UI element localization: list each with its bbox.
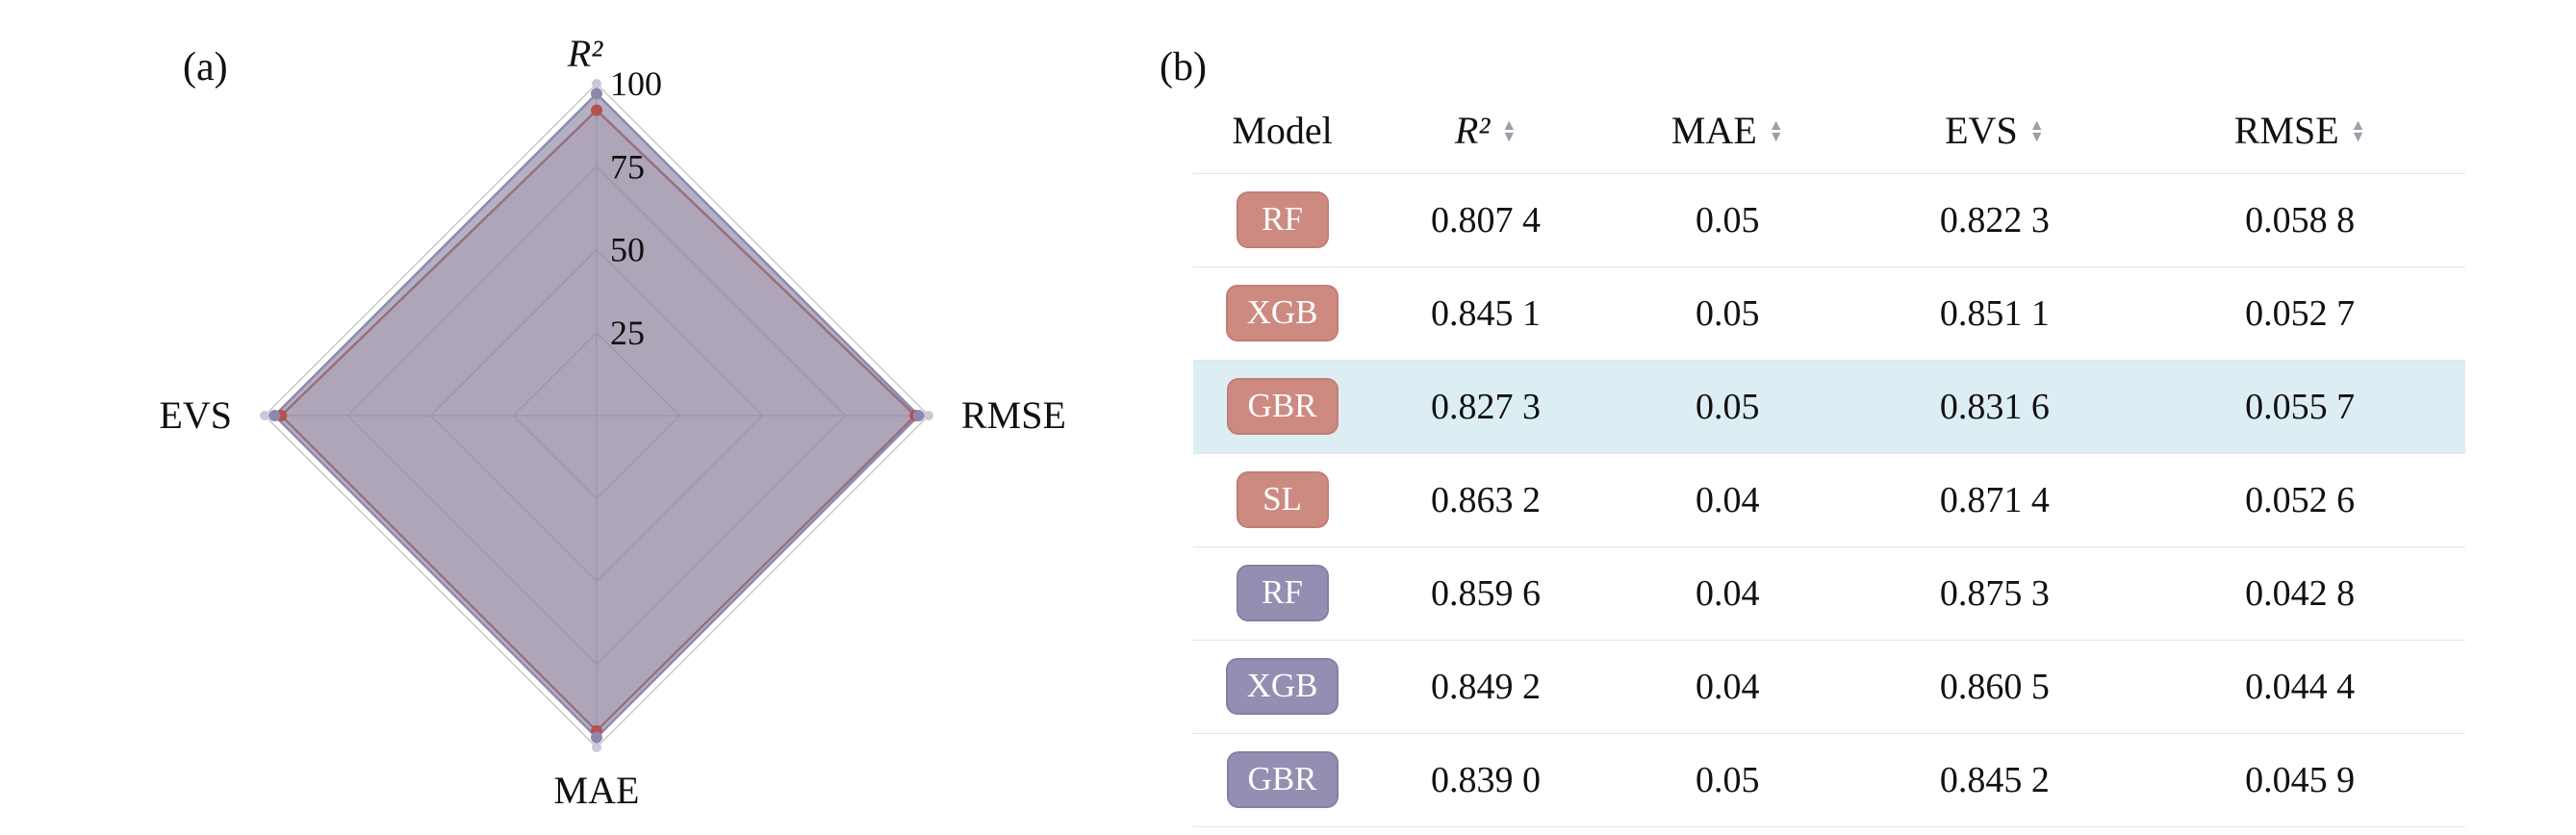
rmse-value: 0.045 9: [2134, 732, 2465, 827]
r2-value: 0.807 4: [1371, 172, 1601, 266]
rmse-value: 0.052 6: [2134, 452, 2465, 546]
panel-a-label: (a): [183, 45, 228, 89]
sort-up-icon: ▲: [2350, 116, 2366, 134]
table-row[interactable]: SL 0.863 2 0.04 0.871 4 0.052 6: [1193, 452, 2465, 546]
model-cell: GBR: [1193, 732, 1372, 827]
column-header-model: Model: [1193, 89, 1371, 173]
r2-value: 0.827 3: [1371, 359, 1601, 453]
radar-marker-purple-series: [268, 410, 281, 421]
radar-grid-corner-dot: [592, 79, 601, 89]
model-badge: RF: [1236, 565, 1329, 621]
model-badge: GBR: [1226, 378, 1339, 435]
model-badge: XGB: [1225, 285, 1339, 342]
sort-down-icon: ▼: [2028, 129, 2045, 146]
rmse-value: 0.042 8: [2134, 545, 2465, 640]
model-badge: SL: [1236, 471, 1329, 528]
r2-value: 0.849 2: [1371, 639, 1601, 733]
radar-tick-label: 50: [610, 231, 645, 269]
table-row[interactable]: RF 0.807 4 0.05 0.822 3 0.058 8: [1193, 172, 2465, 266]
radar-axis-label: R²: [567, 32, 603, 75]
column-header-label: MAE: [1671, 109, 1757, 153]
column-header-rmse[interactable]: RMSE ▲ ▼: [2134, 89, 2465, 173]
mae-value: 0.04: [1600, 452, 1855, 546]
column-header-label: Model: [1232, 109, 1333, 153]
column-header-label: EVS: [1945, 109, 2018, 153]
radar-tick-label: 25: [610, 314, 645, 352]
rmse-value: 0.055 7: [2134, 359, 2465, 453]
model-cell: RF: [1193, 545, 1372, 640]
table-row[interactable]: GBR 0.839 0 0.05 0.845 2 0.045 9: [1193, 732, 2465, 827]
results-table-container: Model R² ▲ ▼ MAE ▲ ▼ EVS ▲ ▼ RMSE ▲ ▼ R: [1193, 89, 2465, 827]
radar-grid-corner-dot: [260, 411, 269, 420]
radar-axis-label: EVS: [159, 393, 232, 437]
r2-value: 0.845 1: [1371, 266, 1601, 360]
sort-icon[interactable]: ▲ ▼: [2028, 116, 2045, 146]
model-badge: XGB: [1225, 658, 1339, 715]
mae-value: 0.05: [1600, 266, 1855, 360]
rmse-value: 0.052 7: [2134, 266, 2465, 360]
r2-value: 0.839 0: [1371, 732, 1601, 827]
sort-down-icon: ▼: [1768, 129, 1784, 146]
sort-down-icon: ▼: [1501, 129, 1518, 146]
evs-value: 0.851 1: [1854, 266, 2135, 360]
table-row[interactable]: GBR 0.827 3 0.05 0.831 6 0.055 7: [1193, 359, 2465, 453]
column-header-label: R²: [1454, 109, 1491, 153]
mae-value: 0.05: [1600, 172, 1855, 266]
radar-axis-label: MAE: [554, 769, 640, 812]
r2-value: 0.859 6: [1371, 545, 1601, 640]
mae-value: 0.04: [1600, 545, 1855, 640]
rmse-value: 0.044 4: [2134, 639, 2465, 733]
radar-grid-corner-dot: [592, 743, 601, 752]
radar-marker-red-series: [591, 104, 602, 116]
column-header-mae[interactable]: MAE ▲ ▼: [1600, 89, 1854, 173]
r2-value: 0.863 2: [1371, 452, 1601, 546]
evs-value: 0.875 3: [1854, 545, 2135, 640]
sort-icon[interactable]: ▲ ▼: [1768, 116, 1784, 146]
evs-value: 0.860 5: [1854, 639, 2135, 733]
sort-up-icon: ▲: [1768, 116, 1784, 134]
evs-value: 0.871 4: [1854, 452, 2135, 546]
sort-down-icon: ▼: [2350, 129, 2366, 146]
model-cell: RF: [1193, 172, 1372, 266]
column-header-r2[interactable]: R² ▲ ▼: [1371, 89, 1600, 173]
sort-icon[interactable]: ▲ ▼: [2350, 116, 2366, 146]
evs-value: 0.845 2: [1854, 732, 2135, 827]
evs-value: 0.831 6: [1854, 359, 2135, 453]
model-cell: SL: [1193, 452, 1372, 546]
sort-up-icon: ▲: [2028, 116, 2045, 134]
mae-value: 0.04: [1600, 639, 1855, 733]
column-header-evs[interactable]: EVS ▲ ▼: [1854, 89, 2134, 173]
radar-marker-purple-series: [912, 410, 925, 421]
radar-axis-label: RMSE: [961, 393, 1066, 437]
radar-tick-label: 100: [610, 64, 662, 103]
model-cell: GBR: [1193, 359, 1372, 453]
model-cell: XGB: [1193, 639, 1372, 733]
model-badge: GBR: [1226, 751, 1339, 808]
table-row[interactable]: XGB 0.849 2 0.04 0.860 5 0.044 4: [1193, 639, 2465, 733]
mae-value: 0.05: [1600, 359, 1855, 453]
table-row[interactable]: RF 0.859 6 0.04 0.875 3 0.042 8: [1193, 545, 2465, 640]
table-header-row: Model R² ▲ ▼ MAE ▲ ▼ EVS ▲ ▼ RMSE ▲ ▼: [1193, 89, 2465, 173]
model-cell: XGB: [1193, 266, 1372, 360]
results-table-body: RF 0.807 4 0.05 0.822 3 0.058 8 XGB 0.845 1 0.0…: [1193, 172, 2465, 827]
radar-tick-label: 75: [610, 147, 645, 186]
radar-marker-purple-series: [591, 88, 602, 100]
radar-marker-purple-series: [591, 731, 602, 744]
sort-up-icon: ▲: [1501, 116, 1518, 134]
sort-icon[interactable]: ▲ ▼: [1501, 116, 1518, 146]
table-row[interactable]: XGB 0.845 1 0.05 0.851 1 0.052 7: [1193, 266, 2465, 360]
results-table: Model R² ▲ ▼ MAE ▲ ▼ EVS ▲ ▼ RMSE ▲ ▼ R: [1193, 89, 2465, 827]
model-badge: RF: [1236, 191, 1329, 248]
rmse-value: 0.058 8: [2134, 172, 2465, 266]
evs-value: 0.822 3: [1854, 172, 2135, 266]
radar-series-purple-series: [272, 91, 921, 740]
panel-b-label: (b): [1160, 45, 1207, 89]
mae-value: 0.05: [1600, 732, 1855, 827]
radar-grid-corner-dot: [924, 411, 933, 420]
column-header-label: RMSE: [2233, 109, 2339, 153]
